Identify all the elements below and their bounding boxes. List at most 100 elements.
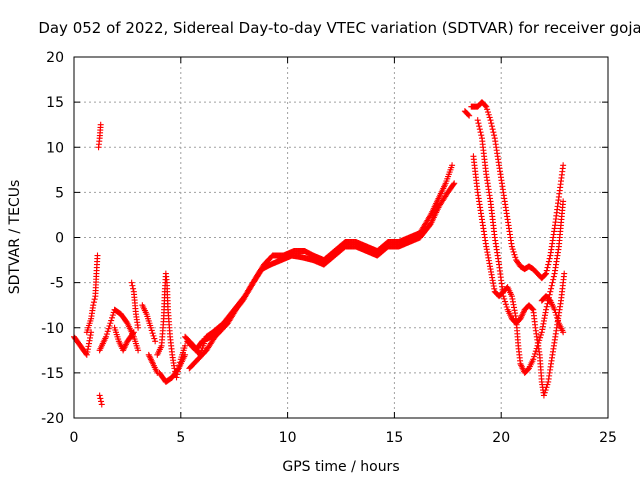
data-point [465, 111, 472, 118]
x-tick-label: 5 [176, 430, 185, 446]
y-tick-label: -10 [41, 321, 64, 337]
data-point [560, 198, 567, 205]
y-tick-label: 10 [46, 140, 64, 156]
data-point [98, 398, 105, 405]
y-tick-label: -5 [50, 276, 64, 292]
axis-ticks: 0 5 10 15 20 25 20 15 10 5 0 -5 -10 -15 -20 [41, 50, 617, 446]
y-axis-label: SDTVAR / TECUs [7, 180, 23, 295]
y-tick-label: 15 [46, 95, 64, 111]
data-point [107, 320, 114, 327]
data-point [130, 285, 137, 292]
data-point [130, 330, 137, 337]
data-point [540, 392, 547, 399]
data-point [483, 103, 490, 110]
plot-frame [73, 56, 609, 419]
data-point [104, 328, 111, 335]
data-point [550, 276, 557, 283]
data-point [90, 299, 97, 306]
data-point [109, 312, 116, 319]
data-point [96, 392, 103, 399]
data-point [148, 327, 155, 334]
data-point [543, 303, 550, 310]
data-point [97, 121, 104, 128]
data-point [547, 288, 554, 295]
data-point [502, 298, 509, 305]
data-point [234, 303, 241, 310]
x-tick-label: 15 [385, 430, 403, 446]
data-point [235, 302, 242, 309]
data-point [542, 271, 549, 278]
data-point [560, 329, 567, 336]
data-point [149, 330, 156, 337]
data-point [135, 324, 142, 331]
y-tick-label: 5 [55, 185, 64, 201]
data-point [531, 353, 538, 360]
data-point [450, 181, 457, 188]
data-point [135, 347, 142, 354]
grid-lines [74, 57, 608, 418]
data-point [109, 314, 116, 321]
data-point [98, 401, 105, 408]
x-tick-label: 0 [70, 430, 79, 446]
data-point [509, 246, 516, 253]
x-tick-label: 10 [279, 430, 297, 446]
data-point [90, 302, 97, 309]
data-point [482, 102, 489, 109]
data-point [451, 180, 458, 187]
data-point [488, 123, 495, 130]
data-point [552, 309, 559, 316]
data-point [543, 306, 550, 313]
data-point [550, 273, 557, 280]
data-point [537, 331, 544, 338]
data-point [466, 112, 473, 119]
data-point [489, 126, 496, 133]
data-point [477, 129, 484, 136]
data-point [530, 356, 537, 363]
data-point [128, 279, 135, 286]
data-point [484, 109, 491, 116]
data-point [103, 333, 110, 340]
data-point [553, 312, 560, 319]
data-point [484, 106, 491, 113]
data-point [549, 279, 556, 286]
data-point [511, 251, 518, 258]
data-point [555, 317, 562, 324]
data-point [487, 117, 494, 124]
data-point [554, 314, 561, 321]
data-point [510, 248, 517, 255]
data-point [488, 120, 495, 127]
y-tick-label: 0 [55, 231, 64, 247]
data-point [129, 282, 136, 289]
data-point [147, 324, 154, 331]
data-point [91, 296, 98, 303]
data-point [105, 325, 112, 332]
data-point [151, 335, 158, 342]
data-point [546, 255, 553, 262]
data-point [476, 126, 483, 133]
data-point [94, 252, 101, 259]
data-point [512, 254, 519, 261]
data-point [182, 351, 189, 358]
data-point [529, 305, 536, 312]
data-point [449, 162, 456, 169]
data-point [551, 306, 558, 313]
data-point [543, 267, 550, 274]
data-point [491, 132, 498, 139]
data-point [502, 301, 509, 308]
data-point [475, 120, 482, 127]
chart-title: Day 052 of 2022, Sidereal Day-to-day VTE… [38, 19, 640, 37]
data-point [542, 387, 549, 394]
data-point [182, 342, 189, 349]
y-tick-label: -15 [41, 366, 64, 382]
data-point [503, 303, 510, 310]
data-point [543, 384, 550, 391]
x-tick-label: 25 [599, 430, 617, 446]
data-point [150, 332, 157, 339]
data-point [485, 111, 492, 118]
data-point [531, 350, 538, 357]
data-point [548, 285, 555, 292]
data-point [501, 295, 508, 302]
data-point [545, 258, 552, 265]
data-point [426, 213, 433, 220]
